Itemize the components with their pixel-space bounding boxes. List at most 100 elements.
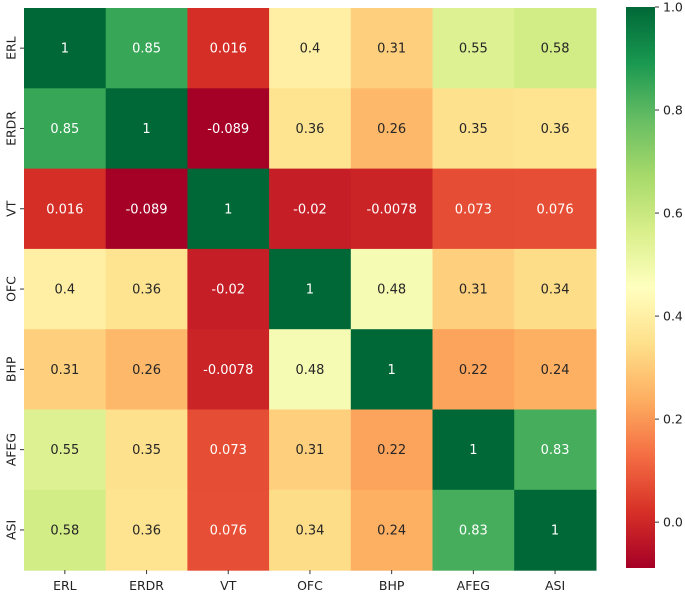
- y-tick-label-AFEG: AFEG: [4, 433, 19, 466]
- heatmap-cell-ERDR-AFEG: [432, 88, 515, 170]
- cell-value-VT-ASI: 0.076: [536, 202, 573, 217]
- cell-value-ERL-BHP: 0.31: [377, 42, 406, 57]
- y-tick-label-BHP: BHP: [4, 356, 19, 382]
- cell-value-OFC-VT: -0.02: [211, 283, 245, 298]
- cell-value-AFEG-BHP: 0.22: [377, 443, 406, 458]
- y-tick-label-ASI: ASI: [4, 520, 19, 540]
- cell-value-VT-ERL: 0.016: [46, 202, 83, 217]
- cell-value-VT-OFC: -0.02: [293, 202, 327, 217]
- heatmap-cell-ERDR-BHP: [350, 88, 434, 170]
- y-tick-label-ERL: ERL: [4, 36, 19, 60]
- heatmap-cell-AFEG-BHP: [350, 409, 434, 491]
- heatmap-value-labels: 1 0.85 0.016 0.4 0.31 0.55 0.58 0.85 1 -0.089 0.36…: [46, 42, 573, 539]
- x-tick-label-ERL: ERL: [53, 578, 77, 593]
- heatmap-cell-VT-ASI: [514, 168, 597, 250]
- cell-value-OFC-ERL: 0.4: [55, 283, 76, 298]
- heatmap-cell-AFEG-OFC: [269, 409, 352, 491]
- cell-value-BHP-AFEG: 0.22: [459, 363, 488, 378]
- heatmap-cell-ERL-ASI: [514, 8, 597, 89]
- heatmap-cell-BHP-ASI: [514, 329, 597, 411]
- heatmap-cell-AFEG-ERL: [24, 409, 107, 491]
- cell-value-ERL-OFC: 0.4: [300, 42, 321, 57]
- heatmap-cell-ASI-AFEG: [432, 489, 515, 571]
- cell-value-OFC-ERDR: 0.36: [132, 283, 161, 298]
- x-tick-label-ASI: ASI: [545, 578, 565, 593]
- x-tick-label-BHP: BHP: [379, 578, 405, 593]
- y-tick-label-OFC: OFC: [4, 276, 19, 302]
- heatmap-cell-AFEG-AFEG: [432, 409, 515, 491]
- heatmap-cell-VT-OFC: [269, 168, 352, 250]
- cell-value-OFC-BHP: 0.48: [377, 283, 406, 298]
- heatmap-cell-VT-VT: [187, 168, 270, 250]
- heatmap-cell-ERDR-ASI: [514, 88, 597, 170]
- cell-value-ERL-ASI: 0.58: [541, 42, 570, 57]
- heatmap-cell-ERL-ERL: [24, 8, 107, 89]
- cell-value-VT-VT: 1: [224, 202, 232, 217]
- heatmap-cell-ASI-VT: [187, 489, 270, 571]
- x-tick-label-VT: VT: [220, 578, 237, 593]
- cell-value-BHP-ERDR: 0.26: [132, 363, 161, 378]
- cell-value-VT-AFEG: 0.073: [455, 202, 492, 217]
- cell-value-ERDR-OFC: 0.36: [295, 122, 324, 137]
- colorbar-tick-label: 0.2: [663, 412, 683, 427]
- cell-value-ERDR-AFEG: 0.35: [459, 122, 488, 137]
- cell-value-ASI-AFEG: 0.83: [459, 523, 488, 538]
- heatmap-cell-BHP-OFC: [269, 329, 352, 411]
- cell-value-BHP-ASI: 0.24: [541, 363, 570, 378]
- heatmap-cell-ERL-VT: [187, 8, 270, 89]
- heatmap-cell-ERDR-ERDR: [105, 88, 188, 170]
- cell-value-AFEG-ERL: 0.55: [50, 443, 79, 458]
- cell-value-ERL-ERDR: 0.85: [132, 42, 161, 57]
- cell-value-ERDR-ERL: 0.85: [50, 122, 79, 137]
- heatmap-cell-ASI-ASI: [514, 489, 597, 571]
- cell-value-ASI-ERL: 0.58: [50, 523, 79, 538]
- cell-value-BHP-VT: -0.0078: [203, 363, 253, 378]
- heatmap-cell-OFC-BHP: [350, 248, 434, 330]
- cell-value-ERDR-VT: -0.089: [207, 122, 249, 137]
- cell-value-ASI-ASI: 1: [551, 523, 559, 538]
- heatmap-cell-AFEG-VT: [187, 409, 270, 491]
- colorbar: 0.0 0.2 0.4 0.6 0.8 1.0: [626, 0, 683, 568]
- heatmap-cell-ASI-BHP: [350, 489, 434, 571]
- heatmap-cell-BHP-ERDR: [105, 329, 188, 411]
- heatmap-cell-VT-AFEG: [432, 168, 515, 250]
- cell-value-BHP-OFC: 0.48: [295, 363, 324, 378]
- heatmap-cell-ASI-ERDR: [105, 489, 188, 571]
- x-tick-label-AFEG: AFEG: [457, 578, 490, 593]
- heatmap-cell-ERL-BHP: [350, 8, 434, 89]
- heatmap-cell-AFEG-ASI: [514, 409, 597, 491]
- cell-value-AFEG-VT: 0.073: [210, 443, 247, 458]
- cell-value-OFC-OFC: 1: [306, 283, 314, 298]
- cell-value-BHP-ERL: 0.31: [50, 363, 79, 378]
- y-axis: ERL ERDR VT OFC BHP AFEG ASI: [4, 36, 24, 540]
- cell-value-ASI-BHP: 0.24: [377, 523, 406, 538]
- cell-value-OFC-ASI: 0.34: [541, 283, 570, 298]
- heatmap-cell-OFC-ERL: [24, 248, 107, 330]
- colorbar-tick-label: 0.6: [663, 206, 683, 221]
- heatmap-cell-BHP-BHP: [350, 329, 434, 411]
- colorbar-gradient: [626, 7, 655, 568]
- heatmap-cell-VT-ERL: [24, 168, 107, 250]
- cell-value-VT-BHP: -0.0078: [367, 202, 417, 217]
- heatmap-cell-VT-ERDR: [105, 168, 188, 250]
- heatmap-cell-OFC-VT: [187, 248, 270, 330]
- x-axis: ERL ERDR VT OFC BHP AFEG ASI: [53, 570, 565, 593]
- y-tick-label-VT: VT: [4, 200, 19, 217]
- x-tick-label-ERDR: ERDR: [129, 578, 164, 593]
- heatmap-cell-ERDR-VT: [187, 88, 270, 170]
- cell-value-AFEG-OFC: 0.31: [295, 443, 324, 458]
- heatmap-cell-ERL-OFC: [269, 8, 352, 89]
- cell-value-BHP-BHP: 1: [388, 363, 396, 378]
- x-tick-label-OFC: OFC: [297, 578, 323, 593]
- colorbar-tick-label: 0.0: [663, 515, 683, 530]
- cell-value-ERDR-ERDR: 1: [142, 122, 150, 137]
- cell-value-ASI-ERDR: 0.36: [132, 523, 161, 538]
- heatmap-cell-OFC-AFEG: [432, 248, 515, 330]
- heatmap-cell-AFEG-ERDR: [105, 409, 188, 491]
- cell-value-ASI-VT: 0.076: [210, 523, 247, 538]
- y-tick-label-ERDR: ERDR: [4, 111, 19, 146]
- cell-value-AFEG-ASI: 0.83: [541, 443, 570, 458]
- heatmap-cell-BHP-VT: [187, 329, 270, 411]
- heatmap-cell-OFC-OFC: [269, 248, 352, 330]
- heatmap-cell-ERDR-OFC: [269, 88, 352, 170]
